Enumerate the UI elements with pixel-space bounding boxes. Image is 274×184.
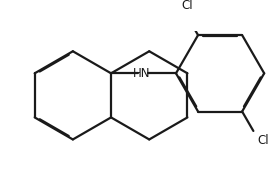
Text: Cl: Cl xyxy=(181,0,193,13)
Text: Cl: Cl xyxy=(257,134,269,147)
Text: HN: HN xyxy=(133,67,150,80)
